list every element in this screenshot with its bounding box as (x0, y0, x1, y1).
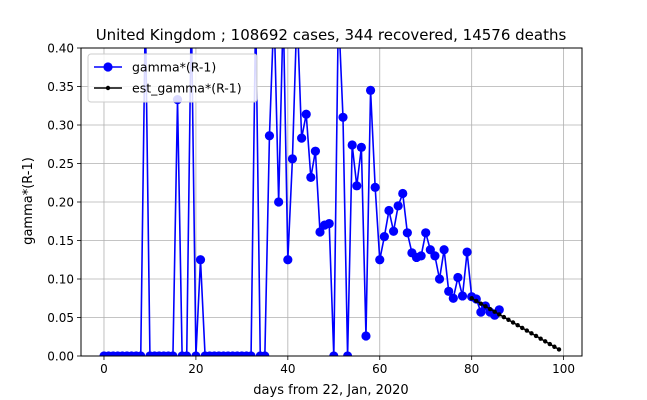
data-point (379, 232, 389, 242)
data-point (264, 131, 275, 141)
data-point (301, 109, 311, 119)
legend: gamma*(R-1) est_gamma*(R-1) (87, 53, 258, 103)
y-tick-label: 0.05 (47, 311, 74, 325)
legend-label: gamma*(R-1) (132, 60, 216, 75)
data-point (552, 344, 557, 349)
y-tick-label: 0.00 (47, 350, 74, 364)
legend-label: est_gamma*(R-1) (132, 81, 242, 96)
data-point (483, 304, 488, 309)
data-point (402, 228, 412, 238)
data-point (361, 331, 371, 341)
data-point (457, 291, 468, 301)
data-point (421, 228, 431, 238)
y-tick-label: 0.10 (47, 273, 74, 287)
data-point (506, 317, 511, 323)
data-point (398, 188, 408, 199)
data-point (342, 351, 353, 356)
x-tick-label: 40 (280, 362, 295, 376)
y-tick-label: 0.20 (47, 196, 74, 210)
y-tick-label: 0.25 (47, 157, 74, 171)
data-point (439, 245, 449, 255)
data-point (324, 218, 334, 229)
y-axis-ticks: 0.00 0.05 0.10 0.15 0.20 0.25 0.30 0.35 0.40 (47, 42, 81, 364)
data-point (448, 293, 458, 303)
data-point (510, 320, 516, 325)
data-point (274, 197, 284, 207)
data-point (533, 333, 539, 339)
series-layer (99, 48, 562, 356)
data-point (195, 255, 206, 265)
data-point (501, 314, 507, 320)
data-point (246, 351, 256, 356)
data-point (524, 328, 530, 333)
data-point (444, 286, 454, 296)
chart-title: United Kingdom ; 108692 cases, 344 recov… (96, 26, 567, 44)
series-1 (99, 48, 504, 356)
x-tick-label: 60 (372, 362, 387, 376)
x-axis-ticks: 0 20 40 60 80 100 (100, 356, 575, 376)
data-point (529, 331, 534, 336)
data-point (191, 351, 201, 356)
x-tick-label: 0 (100, 362, 108, 376)
data-point (306, 172, 316, 182)
data-point (556, 347, 562, 352)
data-point (430, 251, 440, 261)
x-tick-label: 20 (188, 362, 203, 376)
data-point (434, 274, 445, 284)
x-tick-label: 80 (464, 362, 479, 376)
data-point (260, 351, 270, 356)
data-point (497, 312, 502, 317)
y-tick-label: 0.35 (47, 80, 74, 94)
data-point (492, 309, 497, 314)
data-point (520, 325, 525, 331)
data-point (287, 154, 298, 164)
legend-marker (105, 85, 111, 91)
data-point (453, 272, 463, 283)
data-point (388, 226, 399, 236)
data-point (310, 146, 321, 156)
data-point (474, 298, 479, 304)
x-tick-label: 100 (552, 362, 575, 376)
data-point (315, 227, 325, 237)
data-point (494, 305, 504, 315)
data-point (543, 339, 548, 344)
data-point (168, 351, 178, 356)
legend-marker (103, 62, 113, 72)
data-point (283, 255, 293, 265)
data-point (365, 85, 376, 95)
series-2 (469, 296, 562, 352)
y-tick-label: 0.30 (47, 119, 74, 133)
data-point (469, 296, 474, 301)
data-point (384, 205, 394, 216)
data-point (462, 247, 472, 257)
data-point (416, 251, 426, 261)
data-point (547, 341, 553, 347)
data-point (356, 142, 366, 152)
x-axis-label: days from 22, Jan, 2020 (253, 383, 408, 398)
y-tick-label: 0.40 (47, 42, 74, 56)
y-tick-label: 0.15 (47, 234, 74, 248)
data-point (370, 182, 380, 192)
data-point (487, 306, 493, 312)
legend-box (87, 53, 258, 103)
data-point (338, 112, 348, 122)
data-point (538, 336, 543, 341)
data-point (375, 255, 385, 265)
data-point (347, 140, 357, 150)
data-point (478, 301, 484, 306)
data-point (393, 201, 403, 211)
data-point (182, 351, 192, 356)
data-point (329, 351, 339, 356)
y-axis-label: gamma*(R-1) (21, 157, 36, 245)
data-point (352, 181, 362, 191)
data-point (297, 133, 307, 143)
data-point (136, 351, 146, 356)
data-point (515, 323, 520, 328)
